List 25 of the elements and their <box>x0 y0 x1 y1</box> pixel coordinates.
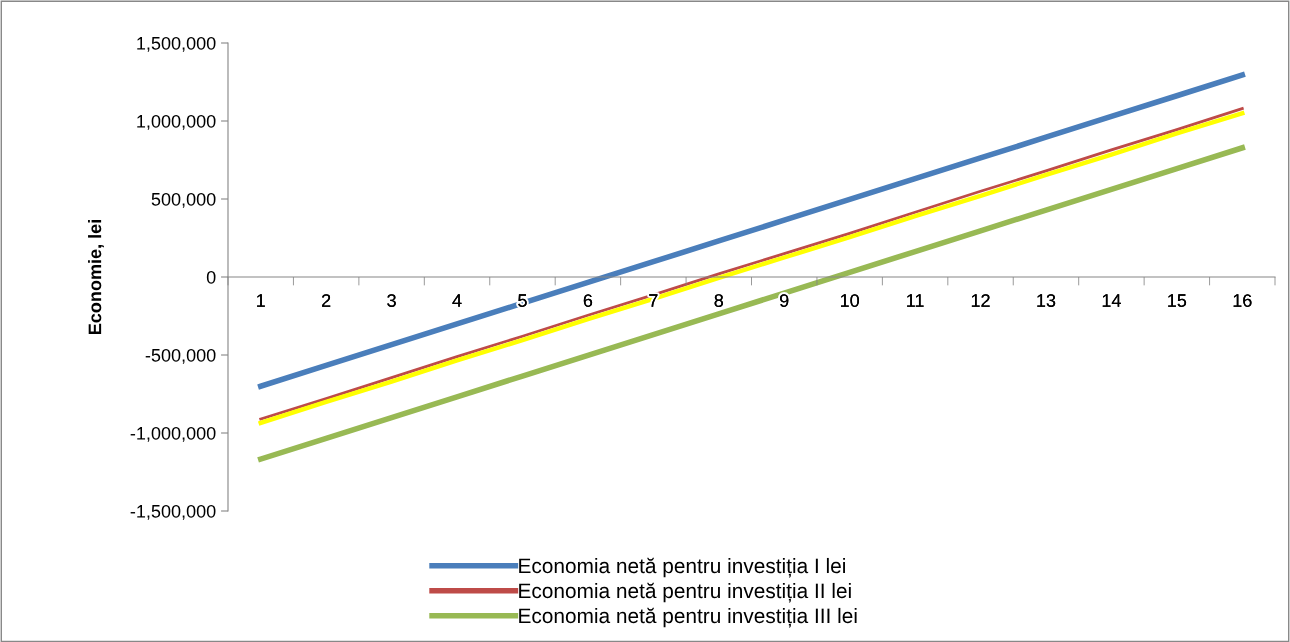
x-tick-label: 9 <box>780 294 789 307</box>
y-tick-label: -1,500,000 <box>130 504 216 520</box>
x-tick-label: 4 <box>452 294 462 307</box>
x-tick-label: 6 <box>583 294 593 307</box>
x-tick-label: 12 <box>971 294 990 307</box>
y-tick-label: -500,000 <box>145 348 216 364</box>
legend-label: Economia netă pentru investiția I lei <box>519 557 845 578</box>
x-tick-label: 15 <box>1168 294 1187 307</box>
x-tick-label: 11 <box>907 294 924 307</box>
x-tick-label: 2 <box>322 294 331 307</box>
y-tick-label: 500,000 <box>151 192 216 208</box>
y-tick-label: 1,000,000 <box>137 114 216 130</box>
y-tick-label: 0 <box>206 270 216 284</box>
x-tick-label: 3 <box>387 294 396 307</box>
x-tick-label: 10 <box>840 294 859 307</box>
legend-label: Economia netă pentru investiția II lei <box>519 582 851 603</box>
x-tick-label: 8 <box>714 294 724 307</box>
x-tick-label: 13 <box>1037 294 1056 307</box>
x-tick-label: 16 <box>1233 294 1252 307</box>
y-tick-label: 1,500,000 <box>137 36 216 52</box>
x-tick-label: 14 <box>1102 294 1121 307</box>
x-tick-label: 1 <box>257 294 265 307</box>
y-axis-title: Economie, lei <box>88 220 104 334</box>
y-tick-label: -1,000,000 <box>130 426 216 442</box>
legend-label: Economia netă pentru investiția III lei <box>519 607 857 628</box>
